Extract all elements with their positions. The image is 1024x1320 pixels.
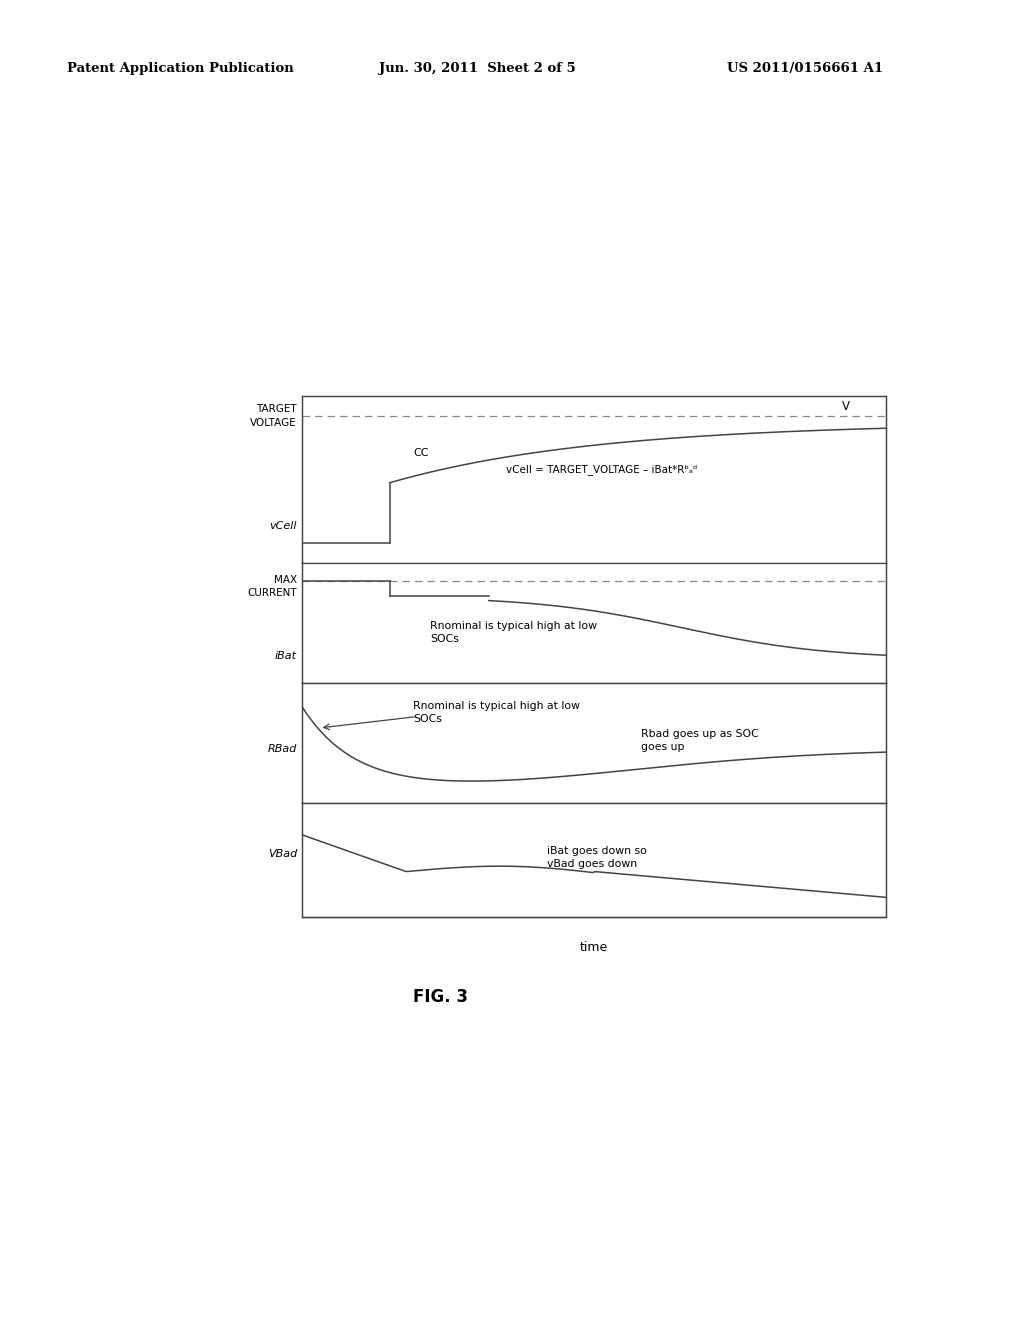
- Text: VBad: VBad: [267, 849, 297, 859]
- Text: FIG. 3: FIG. 3: [413, 987, 468, 1006]
- Text: TARGET
VOLTAGE: TARGET VOLTAGE: [250, 404, 297, 428]
- Text: iBat: iBat: [275, 651, 297, 661]
- Text: US 2011/0156661 A1: US 2011/0156661 A1: [727, 62, 883, 75]
- Text: V: V: [842, 400, 850, 413]
- Text: iBat goes down so
vBad goes down: iBat goes down so vBad goes down: [547, 846, 647, 870]
- Text: RBad: RBad: [267, 743, 297, 754]
- Text: Patent Application Publication: Patent Application Publication: [67, 62, 293, 75]
- Text: Rnominal is typical high at low
SOCs: Rnominal is typical high at low SOCs: [430, 620, 597, 644]
- Text: Jun. 30, 2011  Sheet 2 of 5: Jun. 30, 2011 Sheet 2 of 5: [379, 62, 575, 75]
- Text: time: time: [580, 941, 608, 954]
- Text: vCell = TARGET_VOLTAGE – iBat*Rᵇₐᵈ: vCell = TARGET_VOLTAGE – iBat*Rᵇₐᵈ: [507, 463, 697, 475]
- Text: Rbad goes up as SOC
goes up: Rbad goes up as SOC goes up: [641, 729, 759, 752]
- Text: vCell: vCell: [269, 521, 297, 531]
- Text: Rnominal is typical high at low
SOCs: Rnominal is typical high at low SOCs: [413, 701, 580, 725]
- Text: MAX
CURRENT: MAX CURRENT: [248, 576, 297, 598]
- Text: CC: CC: [413, 447, 428, 458]
